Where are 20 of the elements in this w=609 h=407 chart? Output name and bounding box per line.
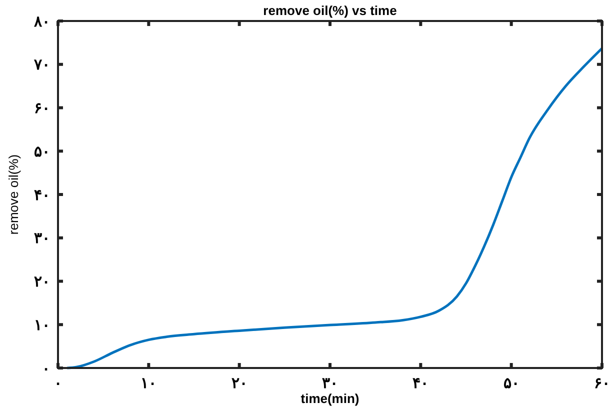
- x-tick-label: ۳۰: [322, 375, 338, 392]
- y-tick-label: ۱۰: [34, 316, 50, 334]
- x-tick-label: ۲۰: [231, 375, 248, 392]
- x-tick-label: ۴۰: [412, 375, 429, 392]
- y-tick-label: ۳۰: [34, 230, 50, 248]
- y-tick-label: ۴۰: [34, 186, 50, 204]
- y-tick-label: ۰: [42, 360, 50, 378]
- x-tick-label: ۰: [54, 375, 62, 392]
- y-tick-label: ۲۰: [34, 274, 50, 290]
- y-tick-label: ۸۰: [33, 13, 50, 30]
- x-tick-label: ۵۰: [503, 375, 520, 392]
- chart-title: remove oil(%) vs time: [263, 3, 397, 18]
- y-tick-label: ۶۰: [34, 100, 50, 117]
- y-axis-title: remove oil(%): [6, 154, 21, 235]
- x-axis-title: time(min): [300, 391, 360, 406]
- y-tick-label: ۷۰: [33, 56, 50, 74]
- x-tick-label: ۶۰: [594, 375, 609, 392]
- line-series: [66, 47, 604, 370]
- x-tick-label: ۱۰: [140, 375, 157, 392]
- y-tick-label: ۵۰: [34, 143, 50, 160]
